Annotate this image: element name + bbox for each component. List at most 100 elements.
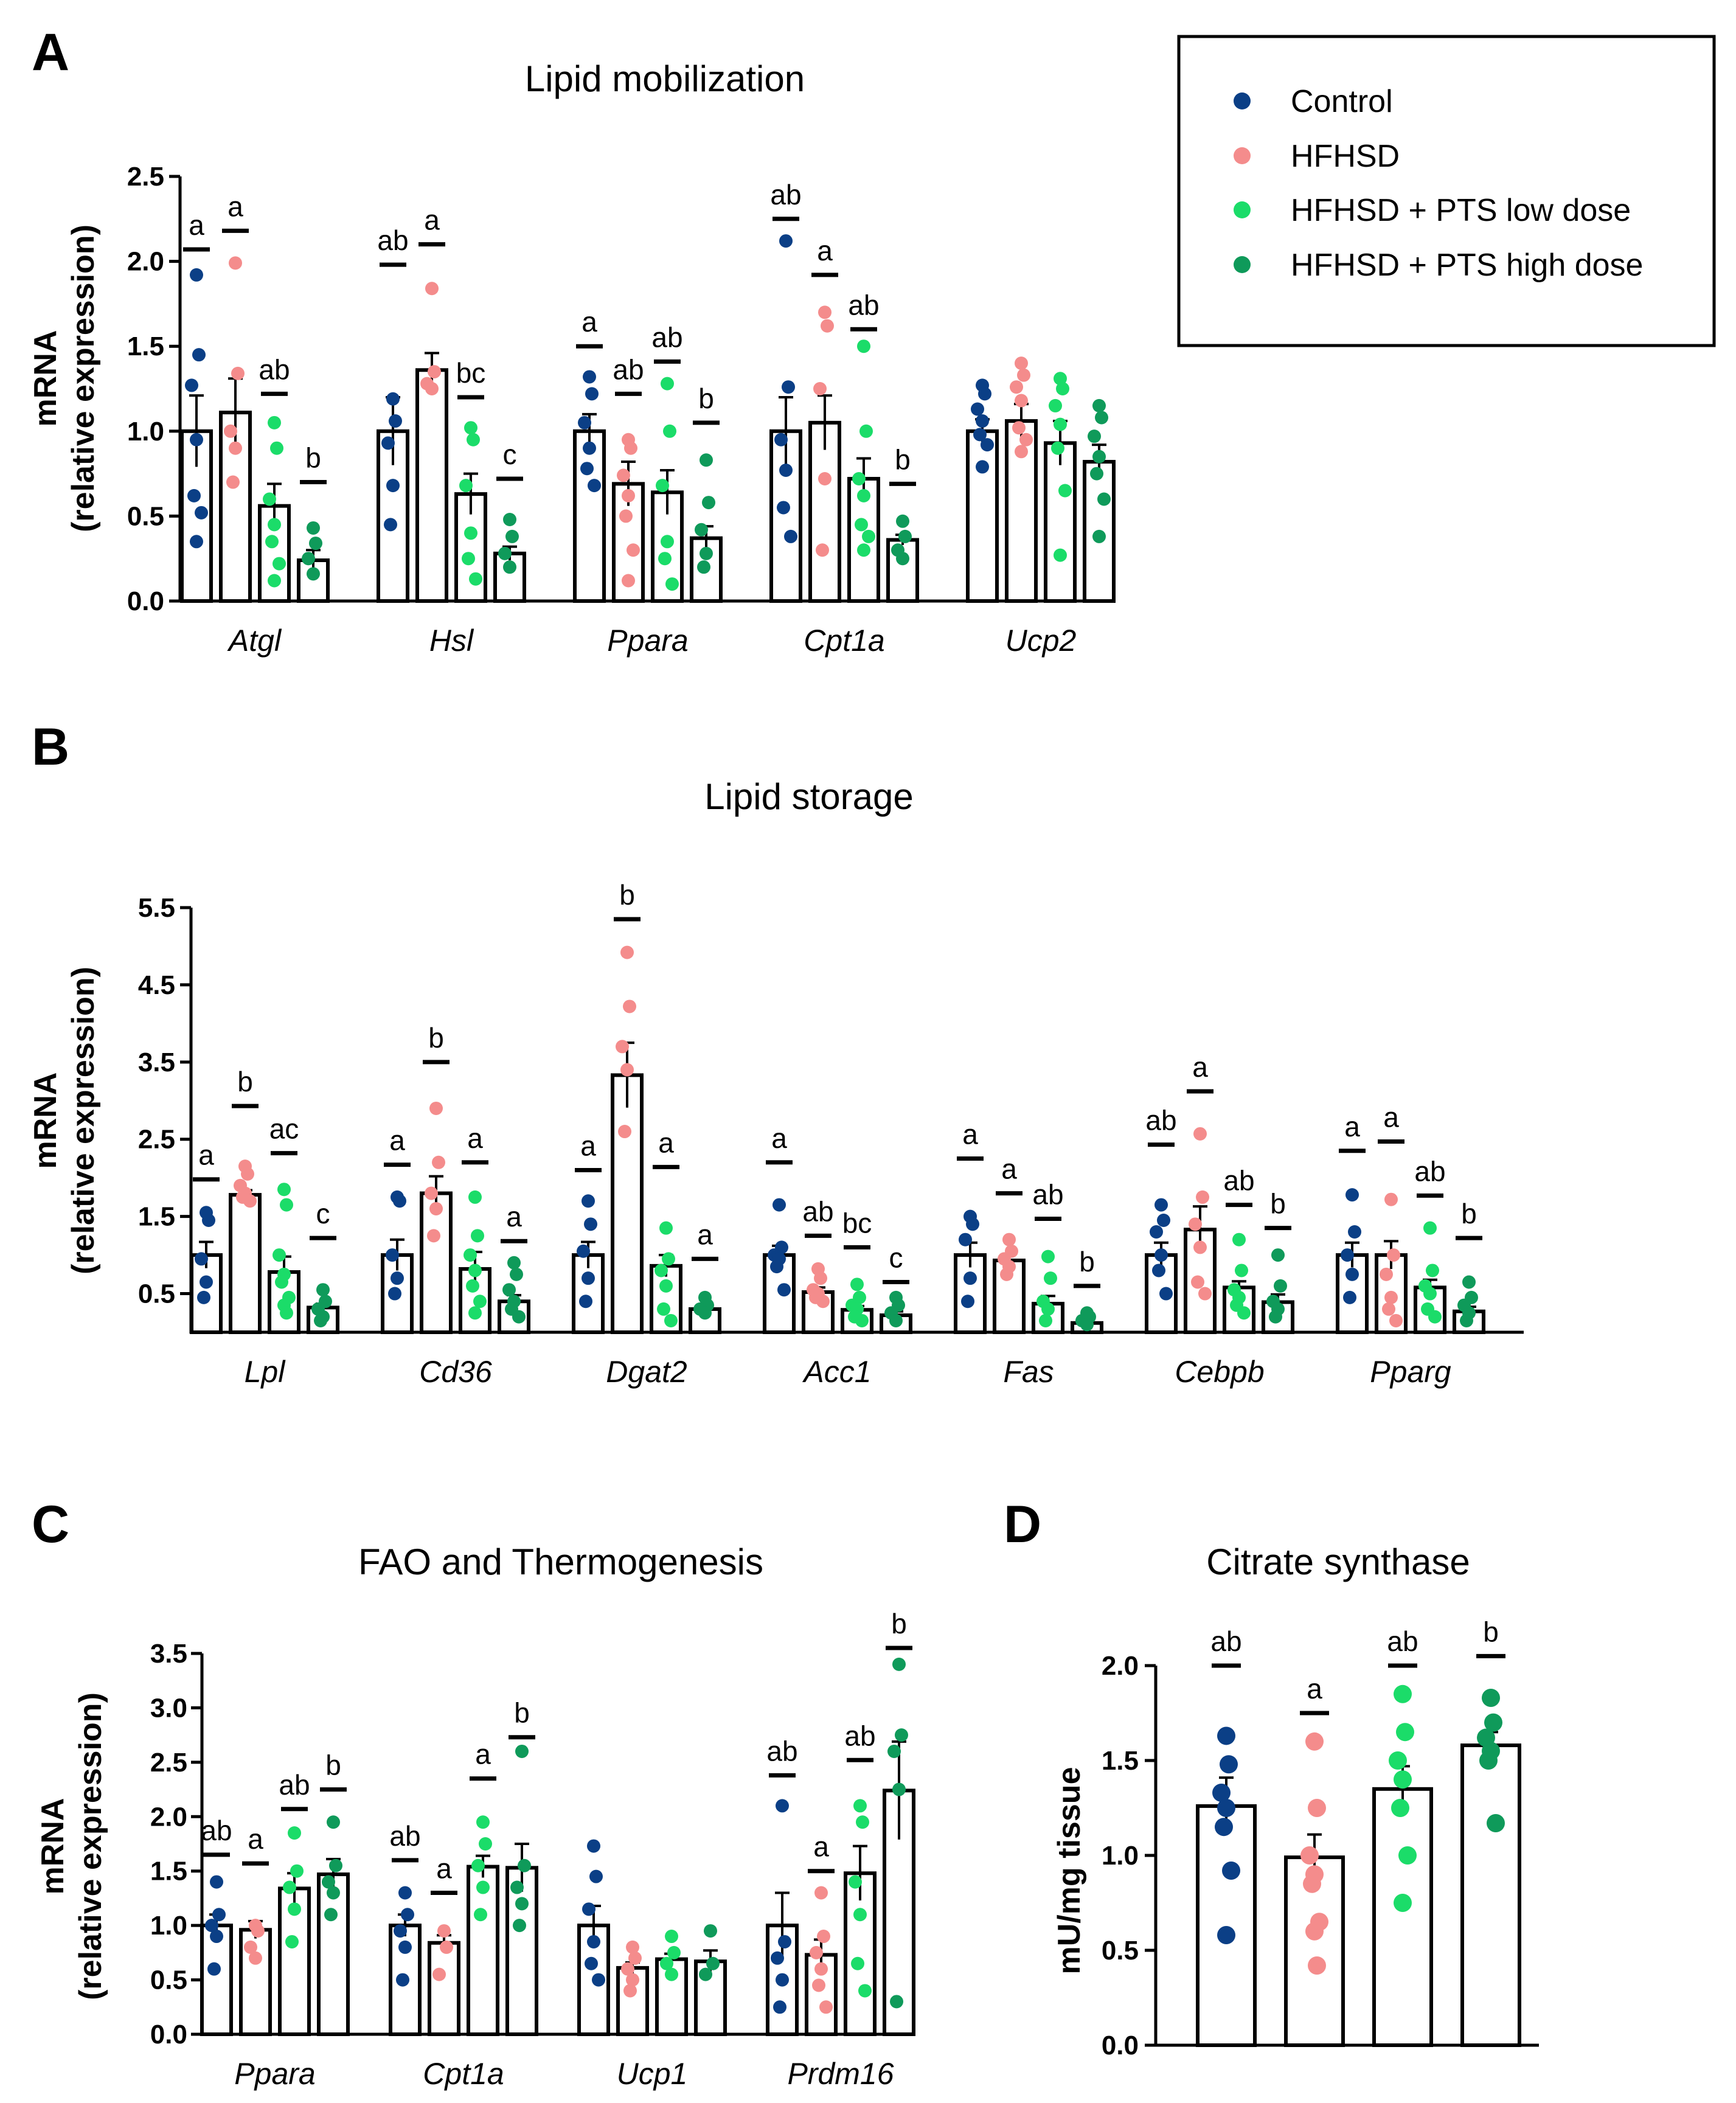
panel-a-point-cpt1a-hfhsd-pts-low-dose <box>862 529 875 543</box>
panel-a-y-tick-label: 0.5 <box>127 501 164 531</box>
panel-b-point-cd36-hfhsd-pts-high-dose <box>510 1267 523 1281</box>
panel-b-sig-letter-dgat2-control: a <box>580 1130 596 1161</box>
panel-a-point-ucp2-hfhsd-pts-low-dose <box>1049 398 1062 412</box>
panel-a-point-ppara-hfhsd-pts-low-dose <box>663 424 676 438</box>
panel-b-y-tick-label: 3.5 <box>138 1048 175 1077</box>
legend-swatch-high-dose <box>1234 256 1251 273</box>
panel-a-point-ucp2-control <box>971 402 984 416</box>
panel-a-point-ucp2-hfhsd-pts-high-dose <box>1097 492 1111 506</box>
panel-a-sig-letter-atgl-hfhsd-pts-high-dose: b <box>305 442 321 474</box>
panel-b-sig-letter-pparg-control: a <box>1344 1111 1360 1142</box>
panel-a-sig-letter-hsl-hfhsd-pts-high-dose: c <box>503 439 517 470</box>
panel-c-point-ppara-hfhsd-pts-high-dose <box>327 1815 340 1829</box>
panel-b-sig-letter-pparg-hfhsd-pts-low-dose: ab <box>1414 1155 1445 1187</box>
panel-b-point-cd36-hfhsd-pts-high-dose <box>502 1283 516 1297</box>
panel-c-point-ppara-hfhsd-pts-low-dose <box>288 1826 301 1840</box>
panel-c-title: FAO and Thermogenesis <box>358 1542 763 1582</box>
panel-d-point-hfhsd-pts-low-dose <box>1398 1846 1417 1865</box>
panel-c-y-tick-label: 1.0 <box>150 1911 187 1941</box>
panel-b-point-lpl-hfhsd <box>241 1167 254 1181</box>
panel-c-point-cpt1a-hfhsd-pts-high-dose <box>515 1897 529 1911</box>
panel-b-point-dgat2-hfhsd-pts-low-dose <box>659 1279 673 1293</box>
panel-b-point-pparg-control <box>1343 1290 1356 1304</box>
panel-c-bar-cpt1a-hfhsd <box>428 1941 460 2037</box>
panel-a-point-ucp2-hfhsd-pts-high-dose <box>1090 467 1103 481</box>
panel-b-point-acc1-control <box>773 1198 786 1212</box>
panel-c-point-ppara-control <box>205 1919 218 1933</box>
panel-c-point-ppara-control <box>210 1875 223 1889</box>
panel-c-point-cpt1a-hfhsd-pts-high-dose <box>515 1744 529 1758</box>
panel-b-sig-letter-cebpb-hfhsd-pts-high-dose: b <box>1270 1188 1286 1220</box>
panel-d-title: Citrate synthase <box>1206 1542 1470 1582</box>
panel-d-point-control <box>1217 1799 1235 1817</box>
panel-c-y-tick-label: 2.5 <box>150 1748 187 1778</box>
panel-b-point-dgat2-hfhsd <box>623 999 636 1013</box>
panel-b-sig-letter-lpl-hfhsd: b <box>237 1066 253 1097</box>
panel-c-y-tick-label: 3.0 <box>150 1693 187 1723</box>
panel-a-point-atgl-control <box>195 506 208 520</box>
panel-c-sig-letter-prdm16-hfhsd: a <box>813 1831 829 1863</box>
panel-c-point-cpt1a-control <box>401 1908 414 1922</box>
panel-a-point-cpt1a-hfhsd-pts-high-dose <box>896 514 909 528</box>
panel-a-point-cpt1a-control <box>779 234 793 248</box>
panel-a-point-cpt1a-hfhsd <box>821 319 834 333</box>
panel-a-point-cpt1a-control <box>777 501 790 515</box>
panel-c-point-ppara-hfhsd-pts-low-dose <box>288 1902 301 1916</box>
panel-b-point-dgat2-hfhsd-pts-low-dose <box>654 1264 668 1277</box>
panel-a-point-hsl-hfhsd-pts-low-dose <box>464 421 477 435</box>
panel-d-point-hfhsd <box>1308 1799 1326 1817</box>
panel-a-point-ucp2-hfhsd-pts-high-dose <box>1092 529 1106 543</box>
panel-b-point-dgat2-hfhsd-pts-low-dose <box>664 1313 678 1327</box>
panel-c-point-prdm16-hfhsd-pts-low-dose <box>853 1799 867 1813</box>
panel-a-point-ucp2-hfhsd <box>1015 445 1028 459</box>
panel-c-category-ucp1: Ucp1 <box>617 2057 688 2091</box>
panel-c-point-ucp1-control <box>582 1902 595 1916</box>
panel-a-point-hsl-control <box>386 392 400 406</box>
panel-b-sig-letter-fas-hfhsd: a <box>1001 1153 1017 1185</box>
panel-c-point-prdm16-hfhsd <box>810 1945 823 1959</box>
panel-b-point-cd36-hfhsd-pts-low-dose <box>473 1295 487 1309</box>
panel-b-point-fas-hfhsd-pts-high-dose <box>1080 1318 1094 1332</box>
panel-a-point-atgl-hfhsd <box>229 256 242 270</box>
panel-a-point-hsl-control <box>386 479 400 493</box>
panel-b-point-pparg-control <box>1345 1267 1359 1281</box>
panel-b-point-fas-control <box>963 1271 977 1285</box>
panel-b-point-acc1-hfhsd-pts-high-dose <box>889 1313 903 1327</box>
panel-b-point-cd36-hfhsd <box>432 1155 445 1169</box>
panel-a-point-cpt1a-hfhsd-pts-low-dose <box>855 518 868 532</box>
panel-d-ylabel-line1: mU/mg tissue <box>1052 1767 1087 1975</box>
panel-c-point-ucp1-hfhsd <box>621 1962 634 1976</box>
panel-b-point-fas-hfhsd-pts-low-dose <box>1039 1313 1052 1327</box>
panel-c-point-ucp1-control <box>592 1973 605 1987</box>
panel-a-point-atgl-hfhsd-pts-low-dose <box>268 415 281 429</box>
panel-a-point-hsl-hfhsd <box>428 365 441 379</box>
panel-c-point-prdm16-control <box>771 1951 784 1965</box>
panel-c-point-prdm16-hfhsd-pts-high-dose <box>892 1657 906 1671</box>
panel-a-point-atgl-control <box>187 488 201 502</box>
panel-a-sig-letter-hsl-control: ab <box>377 224 408 256</box>
panel-c-point-ucp1-control <box>589 1869 603 1883</box>
panel-a-point-ppara-hfhsd <box>622 488 635 502</box>
panel-c-y-tick-label: 3.5 <box>150 1639 187 1669</box>
panel-d-point-hfhsd-pts-low-dose <box>1394 1770 1412 1789</box>
panel-b-point-cebpb-control <box>1152 1264 1165 1277</box>
panel-a-category-ppara: Ppara <box>607 624 688 658</box>
panel-letter-c: C <box>32 1495 69 1554</box>
panel-c-point-prdm16-hfhsd-pts-high-dose <box>895 1728 908 1742</box>
panel-a-point-atgl-hfhsd-pts-low-dose <box>263 492 276 506</box>
panel-d-point-hfhsd <box>1305 1732 1324 1751</box>
panel-d-point-hfhsd <box>1308 1956 1326 1975</box>
panel-c-ylabel-line2: (relative expression) <box>73 1692 108 2000</box>
panel-a-point-cpt1a-control <box>774 433 788 447</box>
panel-d-point-hfhsd-pts-low-dose <box>1394 1894 1412 1912</box>
panel-b-point-pparg-control <box>1345 1188 1359 1202</box>
panel-a-point-hsl-hfhsd-pts-high-dose <box>503 560 516 574</box>
panel-c-y-tick-label: 1.5 <box>150 1857 187 1886</box>
panel-c-point-ppara-hfhsd <box>251 1924 265 1938</box>
panel-d-point-control <box>1215 1818 1233 1837</box>
panel-c-ylabel-line1: mRNA <box>35 1798 71 1895</box>
legend-item-high-dose: HFHSD + PTS high dose <box>1234 248 1643 283</box>
panel-b-point-cebpb-hfhsd-pts-high-dose <box>1269 1310 1282 1324</box>
panel-b-sig-letter-dgat2-hfhsd-pts-low-dose: a <box>658 1127 674 1158</box>
panel-b-point-lpl-control <box>195 1252 208 1266</box>
